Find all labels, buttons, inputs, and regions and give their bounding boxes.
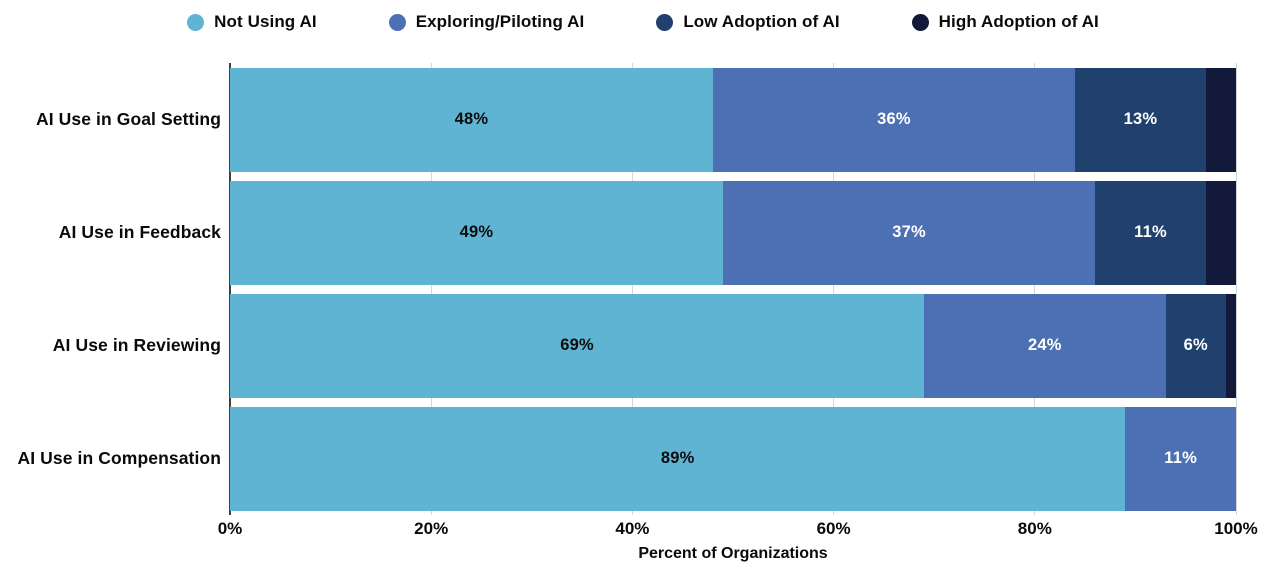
plot-area: AI Use in Goal Setting AI Use in Feedback… [0, 63, 1286, 515]
bar-value-label: 11% [1134, 223, 1167, 241]
legend-swatch-circle-icon [656, 13, 674, 31]
bar-value-label: 36% [877, 110, 911, 128]
bar-value-label: 48% [454, 110, 489, 128]
x-tick-label: 20% [414, 519, 449, 538]
bar-segment: 6% [1165, 293, 1226, 398]
bar-value-label: 89% [660, 449, 695, 467]
legend-label: High Adoption of AI [938, 12, 1099, 31]
bar-segment [1205, 180, 1236, 285]
bar-segment: 13% [1075, 67, 1206, 172]
legend-label: Not Using AI [214, 12, 317, 31]
x-tick-label: 40% [615, 519, 650, 538]
x-axis-title: Percent of Organizations [638, 545, 828, 562]
legend-item-4: High Adoption of AI [911, 12, 1099, 32]
category-label: AI Use in Reviewing [52, 335, 221, 355]
bar-tracks: 48% 36% 13% 49% 37% 11% 69% 24% 6% 89% 11% [230, 63, 1236, 515]
y-axis-line [229, 63, 231, 515]
stacked-bar: 49% 37% 11% [230, 180, 1236, 285]
bar-value-label: 11% [1164, 449, 1198, 467]
bar-row: 49% 37% 11% [230, 176, 1236, 289]
bar-value-label: 24% [1028, 336, 1062, 354]
category-axis: AI Use in Goal Setting AI Use in Feedback… [0, 63, 230, 515]
legend-item-3: Low Adoption of AI [656, 12, 840, 32]
legend-swatch-circle-icon [911, 13, 929, 31]
stacked-bar: 69% 24% 6% [230, 293, 1236, 398]
bar-value-label: 6% [1183, 336, 1208, 354]
bar-row: 69% 24% 6% [230, 289, 1236, 402]
x-axis: 0% 20% 40% 60% 80% 100% [218, 519, 1258, 543]
bar-segment: 11% [1095, 180, 1206, 285]
legend-label: Low Adoption of AI [683, 12, 840, 31]
bar-segment: 69% [230, 293, 925, 398]
legend-item-2: Exploring/Piloting AI [388, 12, 585, 32]
x-tick-label: 100% [1214, 519, 1258, 538]
bar-value-label: 37% [892, 223, 926, 241]
legend-label: Exploring/Piloting AI [415, 12, 585, 31]
bars-plot: 48% 36% 13% 49% 37% 11% 69% 24% 6% 89% 11% [229, 63, 1237, 515]
bar-value-label: 69% [560, 336, 594, 354]
bar-value-label: 49% [459, 223, 494, 241]
gridlines [229, 63, 1237, 515]
bar-segment [1205, 67, 1236, 172]
x-tick-label: 60% [816, 519, 851, 538]
legend-swatch-circle-icon [187, 13, 205, 31]
chart-legend: Not Using AI Exploring/Piloting AI Low Ado… [0, 12, 1286, 32]
bar-segment: 36% [712, 67, 1076, 172]
category-label: AI Use in Goal Setting [35, 109, 221, 129]
bar-value-label: 13% [1123, 110, 1158, 128]
bar-segment: 37% [722, 180, 1096, 285]
bar-segment [1225, 293, 1236, 398]
legend-item-1: Not Using AI [187, 12, 317, 32]
gridline [1235, 63, 1237, 515]
category-label: AI Use in Feedback [58, 222, 221, 242]
bar-segment: 49% [230, 180, 723, 285]
stacked-bar: 48% 36% 13% [230, 67, 1236, 172]
bar-row: 89% 11% [230, 402, 1236, 515]
gridline [833, 63, 835, 515]
legend-swatch-circle-icon [388, 13, 406, 31]
x-tick-label: 80% [1017, 519, 1052, 538]
bar-segment: 11% [1125, 406, 1236, 511]
gridline [1034, 63, 1036, 515]
bar-segment: 89% [230, 406, 1126, 511]
category-label: AI Use in Compensation [17, 448, 221, 468]
stacked-bar: 89% 11% [230, 406, 1236, 511]
bar-row: 48% 36% 13% [230, 63, 1236, 176]
bar-segment: 48% [230, 67, 713, 172]
x-tick-label: 0% [217, 519, 243, 538]
bar-segment: 24% [924, 293, 1166, 398]
gridline [430, 63, 432, 515]
gridline [631, 63, 633, 515]
